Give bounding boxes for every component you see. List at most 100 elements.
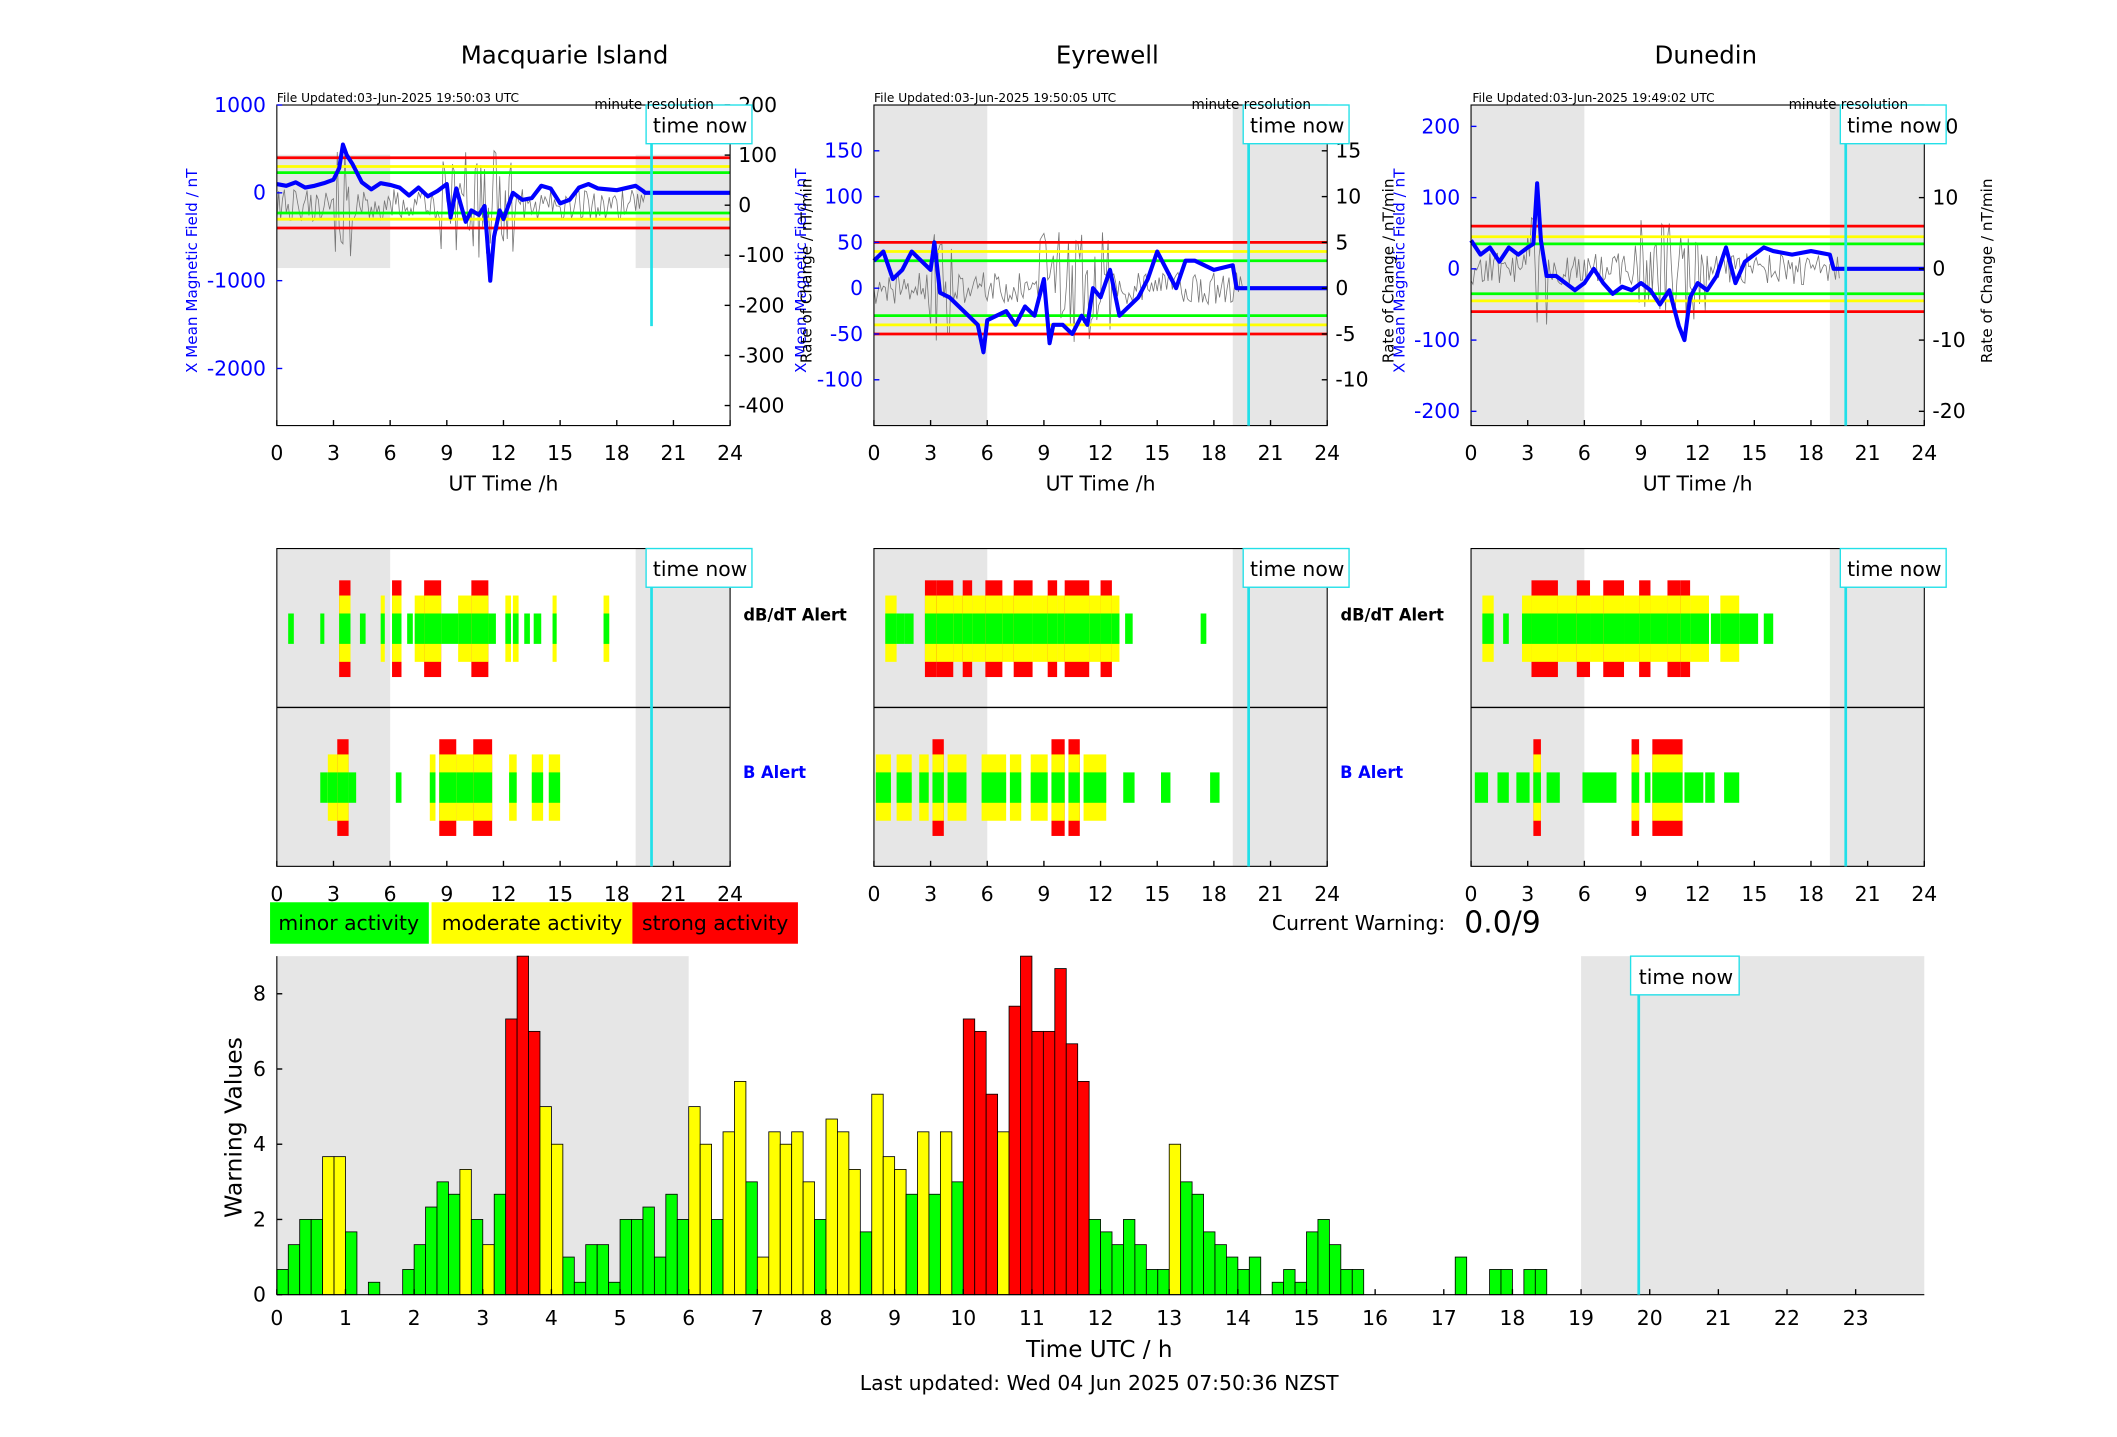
x-tick-label: 0 (1465, 441, 1478, 465)
dbdt-alert-minor-segment (1680, 613, 1691, 644)
time-now-label: time now (653, 113, 747, 137)
b-alert-minor-segment (932, 772, 944, 803)
dbdt-alert-minor-segment (1111, 613, 1120, 644)
dbdt-alert-minor-segment (1763, 613, 1774, 644)
dbdt-alert-minor-segment (1013, 613, 1033, 644)
warning-bar-strong (1031, 1030, 1044, 1296)
time-now-box (1839, 547, 1947, 588)
alert-panel-eyrewell: 0 3 6 9 12 15 18 21 24 time now (867, 547, 1350, 906)
warning-bar-strong (962, 1018, 976, 1296)
field-panel-dunedin: 036912151821242001000-100-20020100-10-20… (1414, 104, 1966, 465)
warning-bar-moderate (871, 1093, 884, 1296)
y-tick-label: 0 (1447, 257, 1460, 281)
y-tick-label: 8 (253, 982, 266, 1006)
b-alert-minor-segment (531, 772, 544, 803)
b-alert-minor-segment (429, 772, 436, 803)
x-tick-label: 21 (1258, 882, 1284, 906)
b-alert-minor-segment (439, 772, 457, 803)
b-alert-minor-segment (1705, 772, 1715, 803)
ylabel-left-dunedin: X Mean Magnetic Field / nT (1391, 168, 1409, 373)
dbdt-alert-label-macquarie: dB/dT Alert (743, 605, 847, 624)
warning-bar-minor (413, 1244, 426, 1296)
dbdt-alert-minor-segment (512, 613, 519, 644)
warning-bar-moderate (768, 1131, 781, 1296)
x-tick-label: 21 (1855, 441, 1881, 465)
x-tick-label: 3 (924, 441, 937, 465)
b-alert-minor-segment (1652, 772, 1683, 803)
dbdt-alert-minor-segment (524, 613, 530, 644)
b-alert-minor-segment (456, 772, 474, 803)
x-tick-label: 0 (867, 882, 880, 906)
warning-bar-moderate (917, 1131, 930, 1296)
y-tick-label: 1000 (214, 93, 266, 117)
last-updated: Last updated: Wed 04 Jun 2025 07:50:36 N… (860, 1371, 1339, 1395)
dbdt-alert-minor-segment (936, 613, 954, 644)
dbdt-alert-minor-segment (1590, 613, 1604, 644)
x-tick-label: 15 (1144, 882, 1170, 906)
x-tick-label: 21 (660, 882, 686, 906)
x-tick-label: 6 (1578, 882, 1591, 906)
dbdt-alert-minor-segment (407, 613, 413, 644)
warning-bar-minor (1294, 1281, 1307, 1296)
y-tick-label: 100 (1421, 185, 1460, 209)
b-alert-minor-segment (548, 772, 561, 803)
x-tick-label: 9 (440, 882, 453, 906)
b-alert-minor-segment (919, 772, 929, 803)
warning-bar-moderate (939, 1131, 953, 1296)
b-alert-minor-segment (1582, 772, 1617, 803)
warning-bar-minor (1454, 1256, 1468, 1296)
warning-bar-minor (1214, 1244, 1227, 1296)
current-warning-label: Current Warning: (1272, 911, 1445, 935)
x-tick-label: 14 (1225, 1306, 1251, 1330)
night-shading-1 (1581, 956, 1925, 1295)
x-tick-label: 1 (339, 1306, 352, 1330)
dbdt-alert-minor-segment (1650, 613, 1668, 644)
x-tick-label: 21 (1258, 441, 1284, 465)
dbdt-alert-minor-segment (1522, 613, 1532, 644)
x-tick-label: 15 (547, 882, 573, 906)
warning-bar-minor (1523, 1269, 1536, 1296)
warning-bar-minor (1306, 1231, 1319, 1296)
dbdt-alert-minor-segment (533, 613, 542, 644)
warning-bar-minor (1351, 1269, 1365, 1296)
b-alert-minor-segment (1030, 772, 1048, 803)
x-tick-label: 6 (981, 882, 994, 906)
time-now-box (645, 547, 753, 588)
b-alert-minor-segment (1161, 772, 1171, 803)
y2-tick-label: -300 (738, 343, 784, 367)
y-tick-label: 150 (824, 139, 863, 163)
y2-tick-label: -400 (738, 393, 784, 417)
x-tick-label: 9 (888, 1306, 901, 1330)
y-tick-label: -200 (1414, 399, 1460, 423)
warning-bar-minor (1123, 1219, 1136, 1296)
warning-bar-minor (402, 1269, 415, 1296)
x-tick-label: 18 (1499, 1306, 1525, 1330)
dbdt-alert-minor-segment (320, 613, 325, 644)
warning-bar-minor (1226, 1256, 1239, 1296)
time-now-box (1629, 955, 1740, 996)
dbdt-alert-minor-segment (1002, 613, 1014, 644)
x-tick-label: 6 (981, 441, 994, 465)
x-tick-label: 6 (384, 441, 397, 465)
x-tick-label: 3 (327, 882, 340, 906)
x-tick-label: 3 (327, 441, 340, 465)
warning-bar-moderate (837, 1131, 850, 1296)
warning-bar-strong (1042, 1030, 1056, 1296)
xlabel-macquarie: UT Time /h (449, 471, 559, 495)
warning-bar-moderate (791, 1131, 804, 1296)
warning-bar-minor (1534, 1269, 1548, 1296)
warning-bar-minor (1489, 1269, 1502, 1296)
b-alert-label-macquarie: B Alert (743, 763, 806, 782)
b-alert-minor-segment (1123, 772, 1135, 803)
time-now-box (1839, 104, 1947, 145)
dbdt-alert-minor-segment (1667, 613, 1681, 644)
warning-bar-moderate (756, 1256, 770, 1296)
x-tick-label: 15 (1741, 441, 1767, 465)
b-alert-minor-segment (875, 772, 891, 803)
warning-bar-minor (1271, 1281, 1285, 1296)
warning-bar-moderate (688, 1106, 701, 1296)
x-tick-label: 3 (1521, 882, 1534, 906)
x-tick-label: 9 (1037, 441, 1050, 465)
